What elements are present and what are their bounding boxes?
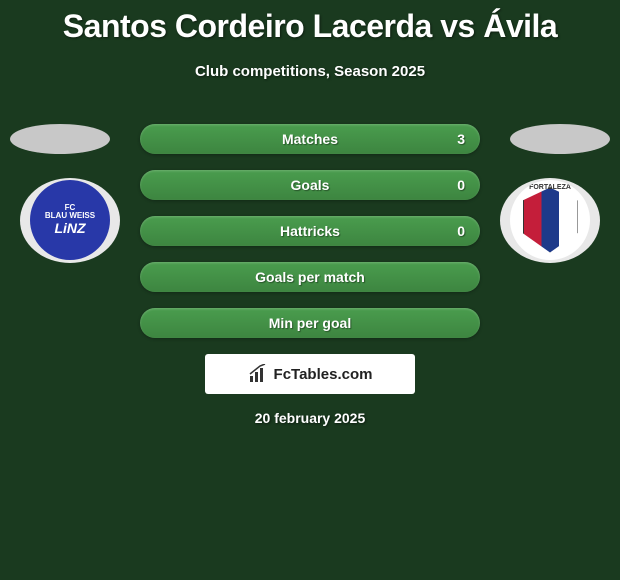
player-photo-left <box>10 124 110 154</box>
brand-text: FcTables.com <box>274 366 373 383</box>
stat-row-matches: Matches 3 <box>140 124 480 154</box>
linz-badge-text: FC BLAU WEISS LiNZ <box>45 204 95 237</box>
fortaleza-badge: FORTALEZA <box>510 180 590 260</box>
linz-badge: FC BLAU WEISS LiNZ <box>30 180 110 260</box>
stat-row-min-per-goal: Min per goal <box>140 308 480 338</box>
stat-label: Goals per match <box>255 269 365 285</box>
stat-value: 0 <box>457 177 465 193</box>
page-subtitle: Club competitions, Season 2025 <box>0 63 620 80</box>
club-badge-left: FC BLAU WEISS LiNZ <box>20 178 120 263</box>
fortaleza-shield-icon <box>523 188 578 253</box>
stat-label: Min per goal <box>269 315 351 331</box>
club-badge-right: FORTALEZA <box>500 178 600 263</box>
stat-label: Hattricks <box>280 223 340 239</box>
stat-value: 3 <box>457 131 465 147</box>
date-label: 20 february 2025 <box>0 410 620 426</box>
player-photo-right <box>510 124 610 154</box>
stat-row-goals: Goals 0 <box>140 170 480 200</box>
stat-value: 0 <box>457 223 465 239</box>
stat-row-goals-per-match: Goals per match <box>140 262 480 292</box>
page-title: Santos Cordeiro Lacerda vs Ávila <box>0 0 620 45</box>
stat-label: Goals <box>291 177 330 193</box>
brand-badge[interactable]: FcTables.com <box>205 354 415 394</box>
bar-chart-icon <box>248 364 268 384</box>
stat-row-hattricks: Hattricks 0 <box>140 216 480 246</box>
stat-label: Matches <box>282 131 338 147</box>
